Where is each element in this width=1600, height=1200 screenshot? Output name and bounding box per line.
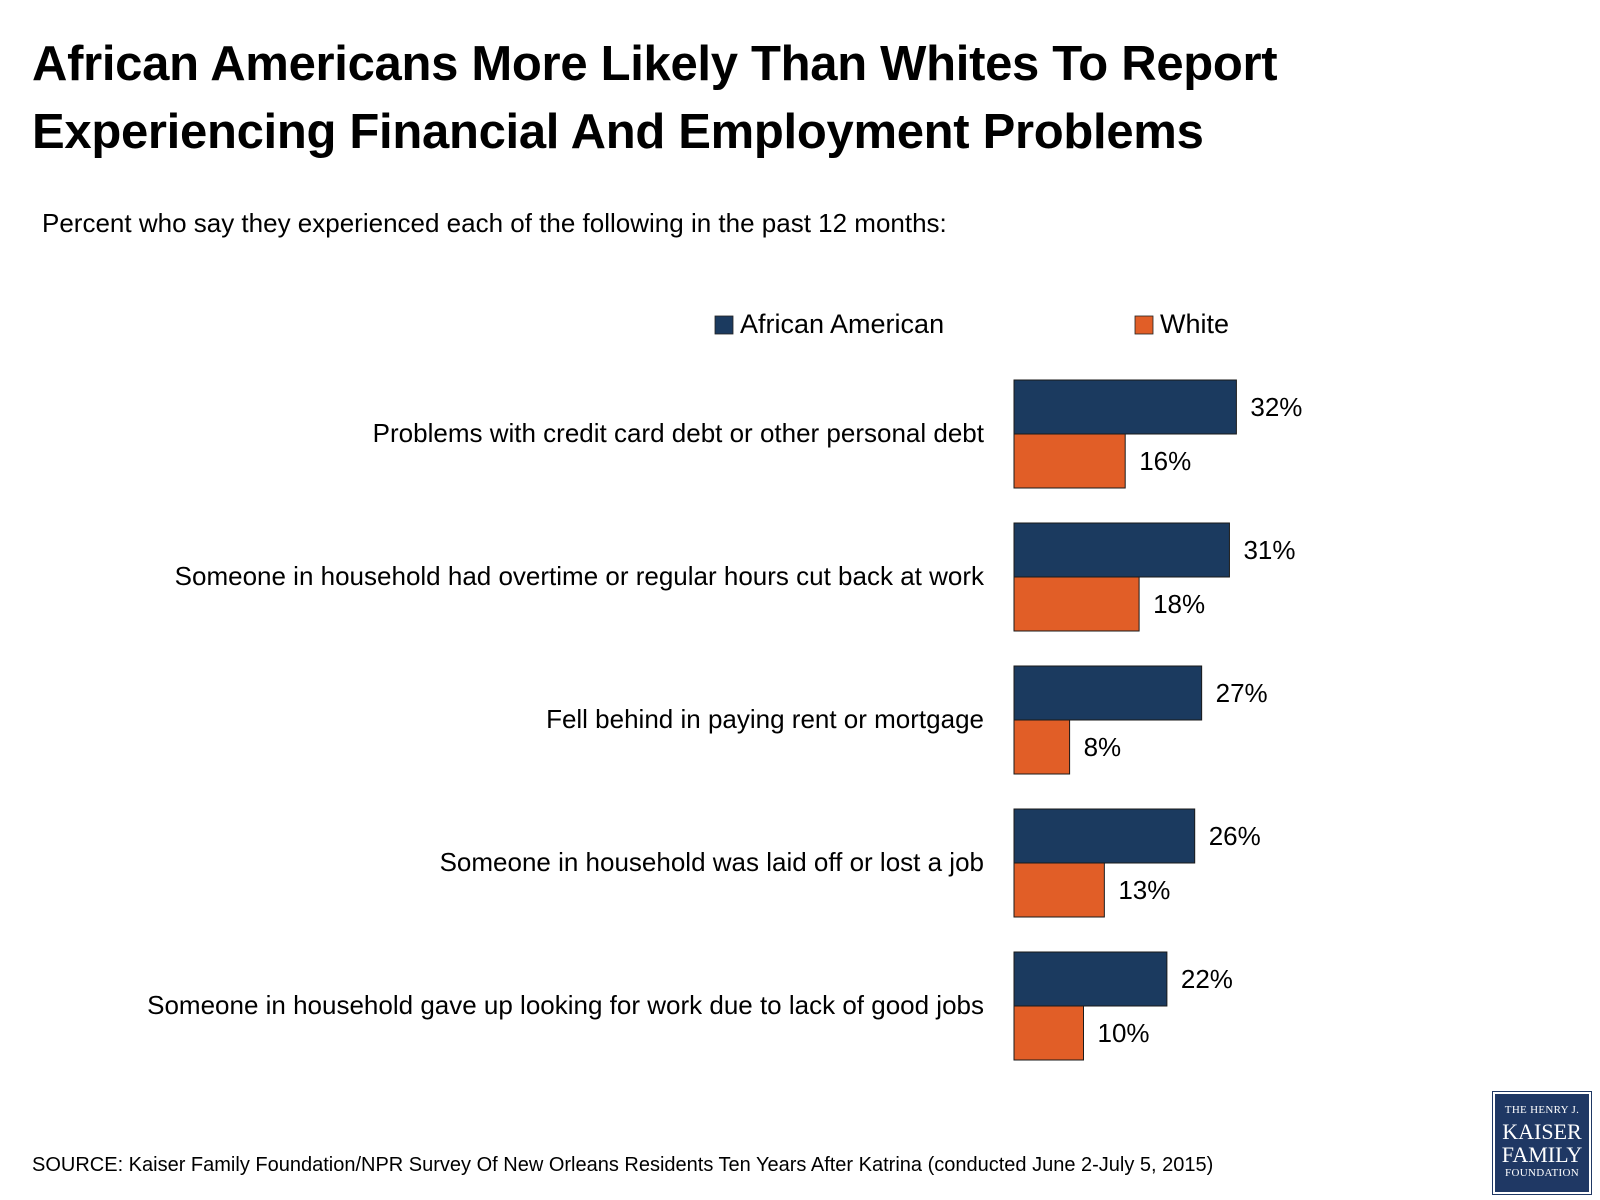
source-note: SOURCE: Kaiser Family Foundation/NPR Sur…: [32, 1154, 1214, 1176]
bar-white-1: [1013, 576, 1140, 632]
data-label-white-1: 18%: [1153, 589, 1205, 619]
legend-swatch-0: [714, 315, 734, 335]
logo-line-3: FAMILY: [1501, 1142, 1583, 1167]
bar-african-american-0: [1013, 379, 1237, 435]
kaiser-family-foundation-logo: THE HENRY J. KAISER FAMILY FOUNDATION: [1493, 1092, 1591, 1194]
bar-white-4: [1013, 1005, 1084, 1061]
category-label-0: Problems with credit card debt or other …: [373, 418, 985, 448]
legend-label-0: African American: [740, 309, 944, 339]
bar-white-0: [1013, 433, 1126, 489]
data-label-white-0: 16%: [1139, 446, 1191, 476]
bar-white-2: [1013, 719, 1071, 775]
data-label-african-american-0: 32%: [1250, 392, 1302, 422]
category-label-4: Someone in household gave up looking for…: [147, 990, 984, 1020]
bar-african-american-4: [1013, 951, 1168, 1007]
legend-swatch-1: [1134, 315, 1154, 335]
chart-title: African Americans More Likely Than White…: [32, 37, 1278, 159]
chart-subtitle: Percent who say they experienced each of…: [42, 208, 947, 238]
bar-african-american-3: [1013, 808, 1196, 864]
data-label-white-3: 13%: [1118, 875, 1170, 905]
data-label-african-american-2: 27%: [1216, 678, 1268, 708]
bar-african-american-2: [1013, 665, 1203, 721]
category-label-1: Someone in household had overtime or reg…: [175, 561, 985, 591]
bar-chart: African American White Problems with credi…: [147, 309, 1302, 1061]
data-label-white-4: 10%: [1098, 1018, 1150, 1048]
logo-line-1: THE HENRY J.: [1504, 1104, 1580, 1116]
category-label-3: Someone in household was laid off or los…: [440, 847, 984, 877]
data-label-african-american-3: 26%: [1209, 821, 1261, 851]
data-label-white-2: 8%: [1084, 732, 1122, 762]
legend-label-1: White: [1160, 309, 1229, 339]
category-label-2: Fell behind in paying rent or mortgage: [546, 704, 984, 734]
logo-line-4: FOUNDATION: [1505, 1167, 1579, 1179]
bar-african-american-1: [1013, 522, 1230, 578]
data-label-african-american-4: 22%: [1181, 964, 1233, 994]
logo-line-2: KAISER: [1502, 1119, 1582, 1144]
bar-white-3: [1013, 862, 1105, 918]
data-label-african-american-1: 31%: [1243, 535, 1295, 565]
